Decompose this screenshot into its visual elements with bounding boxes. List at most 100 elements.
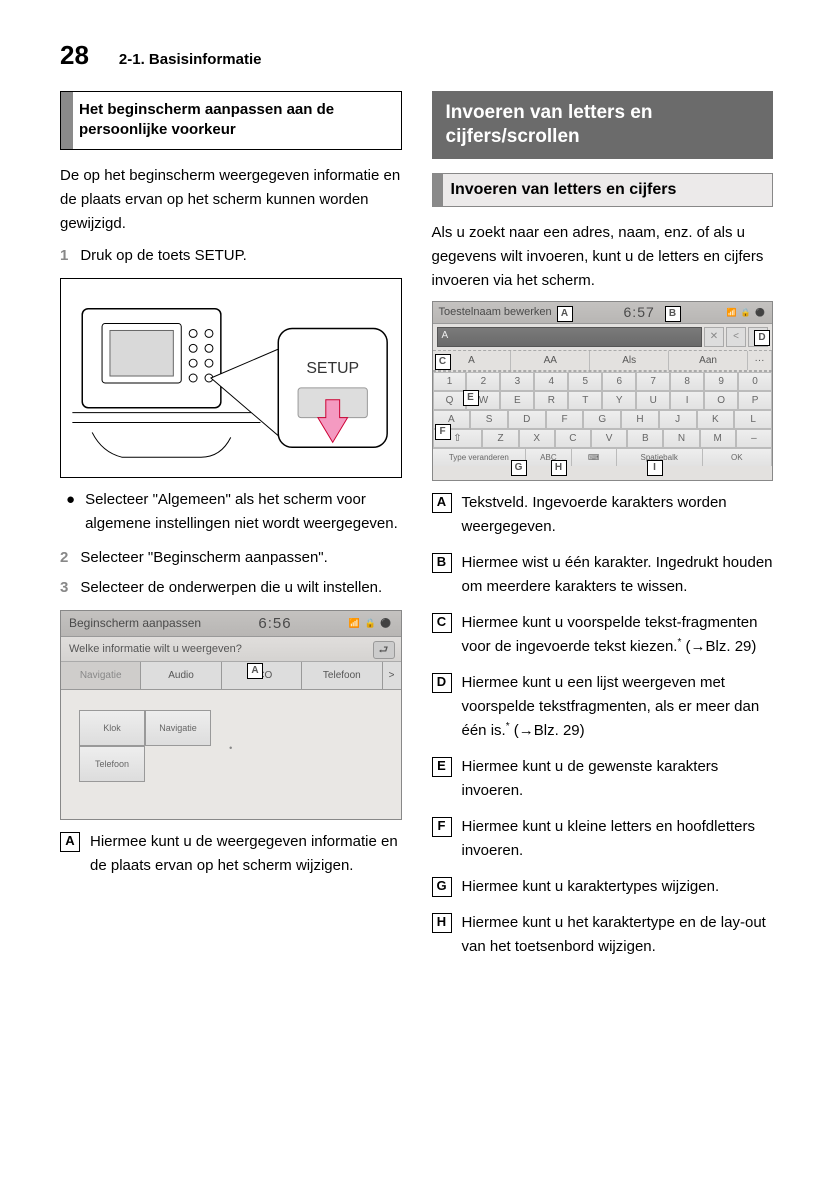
key-5[interactable]: 5 xyxy=(568,372,602,391)
tab-telefoon[interactable]: Telefoon xyxy=(302,662,382,689)
section-heading-box: Het beginscherm aanpassen aan de persoon… xyxy=(60,91,402,150)
ok-button[interactable]: OK xyxy=(703,449,773,466)
page-indicator: • xyxy=(61,743,401,753)
callout-e: E xyxy=(463,390,479,406)
legend-text: Hiermee kunt u een lijst weergeven met v… xyxy=(462,671,774,743)
right-intro: Als u zoekt naar een adres, naam, enz. o… xyxy=(432,221,774,293)
step-list-cont: 2 Selecteer "Beginscherm aanpassen". 3 S… xyxy=(60,546,402,600)
keyboard: 1234567890 QWERTYUIOP ASDFGHJKL ⇧ZXCVBNM… xyxy=(433,371,773,448)
cursor-prev[interactable]: < xyxy=(726,327,746,347)
section-heading-text: Het beginscherm aanpassen aan de persoon… xyxy=(79,100,391,141)
callout-label-a: A xyxy=(247,663,263,679)
legend-right: A Tekstveld. Ingevoerde karakters worden… xyxy=(432,491,774,959)
key-7[interactable]: 7 xyxy=(636,372,670,391)
suggestion-4[interactable]: Aan xyxy=(669,351,748,370)
key-–[interactable]: – xyxy=(736,429,772,448)
key-3[interactable]: 3 xyxy=(500,372,534,391)
key-R[interactable]: R xyxy=(534,391,568,410)
key-V[interactable]: V xyxy=(591,429,627,448)
tab-more[interactable]: > xyxy=(383,662,401,689)
legend-letter: B xyxy=(432,553,452,573)
tile-klok[interactable]: Klok xyxy=(79,710,145,746)
legend-letter: F xyxy=(432,817,452,837)
legend-letter: A xyxy=(432,493,452,513)
keyboard-bottom-row: Type veranderen ABC ⌨ Spatiebalk OK xyxy=(433,448,773,466)
step-2: 2 Selecteer "Beginscherm aanpassen". xyxy=(60,546,402,570)
delete-button[interactable]: ✕ xyxy=(704,327,724,347)
key-S[interactable]: S xyxy=(470,410,508,429)
suggestion-2[interactable]: AA xyxy=(511,351,590,370)
legend-text: Hiermee kunt u het karaktertype en de la… xyxy=(462,911,774,959)
key-M[interactable]: M xyxy=(700,429,736,448)
text-field-row: A ✕ < > xyxy=(433,324,773,351)
key-2[interactable]: 2 xyxy=(466,372,500,391)
key-F[interactable]: F xyxy=(546,410,584,429)
step-number: 1 xyxy=(60,244,68,268)
legend-text: Hiermee wist u één karakter. Ingedrukt h… xyxy=(462,551,774,599)
tab-row: Navigatie Audio ECO Telefoon > xyxy=(61,662,401,690)
step-3: 3 Selecteer de onderwerpen die u wilt in… xyxy=(60,576,402,600)
legend-text: Hiermee kunt u de weergegeven informatie… xyxy=(90,830,402,878)
callout-f: F xyxy=(435,424,451,440)
key-K[interactable]: K xyxy=(697,410,735,429)
kb-status-icons: 📶 🔒 ⚫ xyxy=(727,308,766,317)
legend-left: A Hiermee kunt u de weergegeven informat… xyxy=(60,830,402,878)
legend-letter: A xyxy=(60,832,80,852)
key-1[interactable]: 1 xyxy=(433,372,467,391)
tab-navigatie[interactable]: Navigatie xyxy=(61,662,141,689)
key-Z[interactable]: Z xyxy=(482,429,518,448)
key-N[interactable]: N xyxy=(663,429,699,448)
suggestion-more[interactable]: ··· xyxy=(748,351,772,370)
suggestion-row: A AA Als Aan ··· xyxy=(433,351,773,371)
key-9[interactable]: 9 xyxy=(704,372,738,391)
key-X[interactable]: X xyxy=(519,429,555,448)
key-8[interactable]: 8 xyxy=(670,372,704,391)
keyboard-layout-button[interactable]: ⌨ xyxy=(572,449,617,466)
legend-letter: H xyxy=(432,913,452,933)
key-C[interactable]: C xyxy=(555,429,591,448)
callout-a: A xyxy=(557,306,573,322)
kb-screen-title: Toestelnaam bewerken xyxy=(439,306,552,318)
legend-item-f: F Hiermee kunt u kleine letters en hoofd… xyxy=(432,815,774,863)
suggestion-3[interactable]: Als xyxy=(590,351,669,370)
tile-navigatie[interactable]: Navigatie xyxy=(145,710,211,746)
key-H[interactable]: H xyxy=(621,410,659,429)
key-D[interactable]: D xyxy=(508,410,546,429)
back-button[interactable]: ⮐ xyxy=(373,641,395,659)
key-O[interactable]: O xyxy=(704,391,738,410)
key-B[interactable]: B xyxy=(627,429,663,448)
key-J[interactable]: J xyxy=(659,410,697,429)
step-number: 3 xyxy=(60,576,68,600)
kb-clock: 6:57 xyxy=(624,304,655,320)
step-text: Selecteer de onderwerpen die u wilt inst… xyxy=(80,576,382,600)
dark-heading-text: Invoeren van letters en cijfers/scrollen xyxy=(446,101,760,149)
key-P[interactable]: P xyxy=(738,391,772,410)
key-0[interactable]: 0 xyxy=(738,372,772,391)
legend-item-a: A Hiermee kunt u de weergegeven informat… xyxy=(60,830,402,878)
callout-h: H xyxy=(551,460,567,476)
key-4[interactable]: 4 xyxy=(534,372,568,391)
key-T[interactable]: T xyxy=(568,391,602,410)
bullet-icon: ● xyxy=(66,488,75,536)
customize-home-screenshot: Beginscherm aanpassen 6:56 📶 🔒 ⚫ Welke i… xyxy=(60,610,402,820)
key-Y[interactable]: Y xyxy=(602,391,636,410)
key-I[interactable]: I xyxy=(670,391,704,410)
key-6[interactable]: 6 xyxy=(602,372,636,391)
text-input-field[interactable]: A xyxy=(437,327,703,347)
key-G[interactable]: G xyxy=(583,410,621,429)
step-text: Druk op de toets SETUP. xyxy=(80,244,246,268)
tab-audio[interactable]: Audio xyxy=(141,662,221,689)
setup-dashboard-figure: SETUP xyxy=(60,278,402,478)
legend-item-d: D Hiermee kunt u een lijst weergeven met… xyxy=(432,671,774,743)
legend-text: Hiermee kunt u kleine letters en hoofdle… xyxy=(462,815,774,863)
legend-item-g: G Hiermee kunt u karaktertypes wijzigen. xyxy=(432,875,774,899)
key-L[interactable]: L xyxy=(734,410,772,429)
key-U[interactable]: U xyxy=(636,391,670,410)
callout-i: I xyxy=(647,460,663,476)
legend-letter: D xyxy=(432,673,452,693)
key-Q[interactable]: Q xyxy=(433,391,467,410)
key-E[interactable]: E xyxy=(500,391,534,410)
step-list: 1 Druk op de toets SETUP. xyxy=(60,244,402,268)
note-bullet: ● Selecteer "Algemeen" als het scherm vo… xyxy=(66,488,402,536)
prompt-text: Welke informatie wilt u weergeven? xyxy=(69,643,242,655)
